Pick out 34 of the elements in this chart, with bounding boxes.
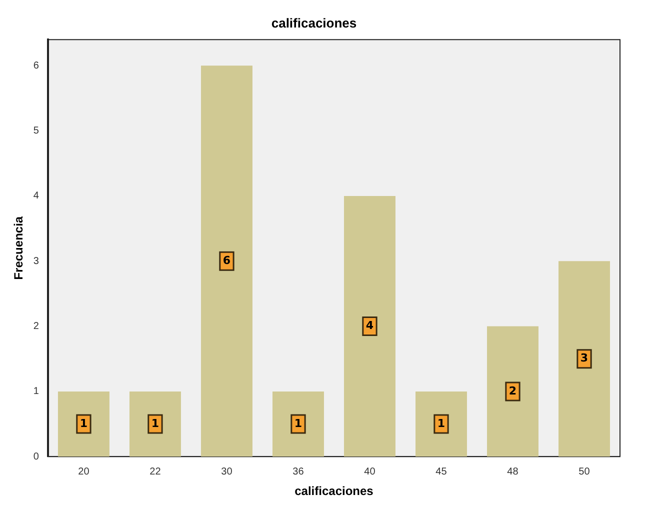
x-tick-label: 48 bbox=[507, 466, 519, 478]
x-tick-label: 45 bbox=[436, 466, 448, 478]
y-tick-label: 6 bbox=[33, 60, 40, 72]
x-tick-label: 40 bbox=[364, 466, 376, 478]
y-tick-label: 0 bbox=[33, 451, 40, 462]
bar bbox=[415, 391, 467, 457]
data-label: 1 bbox=[151, 416, 160, 430]
data-label: 3 bbox=[580, 352, 588, 365]
y-tick-label: 3 bbox=[33, 256, 40, 267]
x-tick-label: 50 bbox=[578, 466, 590, 478]
data-label: 4 bbox=[366, 319, 374, 332]
bar bbox=[129, 391, 181, 457]
x-axis-title: calificaciones bbox=[294, 484, 374, 498]
data-label: 6 bbox=[222, 254, 231, 267]
bar bbox=[272, 391, 324, 457]
y-tick-label: 4 bbox=[33, 190, 40, 202]
y-tick-label: 5 bbox=[33, 126, 40, 137]
bar bbox=[200, 66, 252, 457]
bar bbox=[558, 261, 610, 457]
x-tick-label: 22 bbox=[150, 466, 162, 478]
y-axis-title: Frecuencia bbox=[12, 216, 26, 280]
bar bbox=[487, 326, 538, 457]
data-label: 2 bbox=[508, 384, 517, 398]
data-label: 1 bbox=[437, 416, 446, 430]
x-tick-label: 20 bbox=[78, 466, 90, 478]
x-tick-label: 36 bbox=[292, 466, 304, 478]
chart-title: calificaciones bbox=[271, 15, 357, 30]
data-label: 1 bbox=[80, 416, 88, 430]
data-label: 1 bbox=[294, 416, 302, 430]
x-tick-label: 30 bbox=[221, 466, 233, 478]
y-tick-label: 2 bbox=[33, 321, 40, 332]
bar bbox=[344, 196, 396, 457]
bar bbox=[58, 391, 110, 457]
y-tick-label: 1 bbox=[33, 386, 40, 398]
